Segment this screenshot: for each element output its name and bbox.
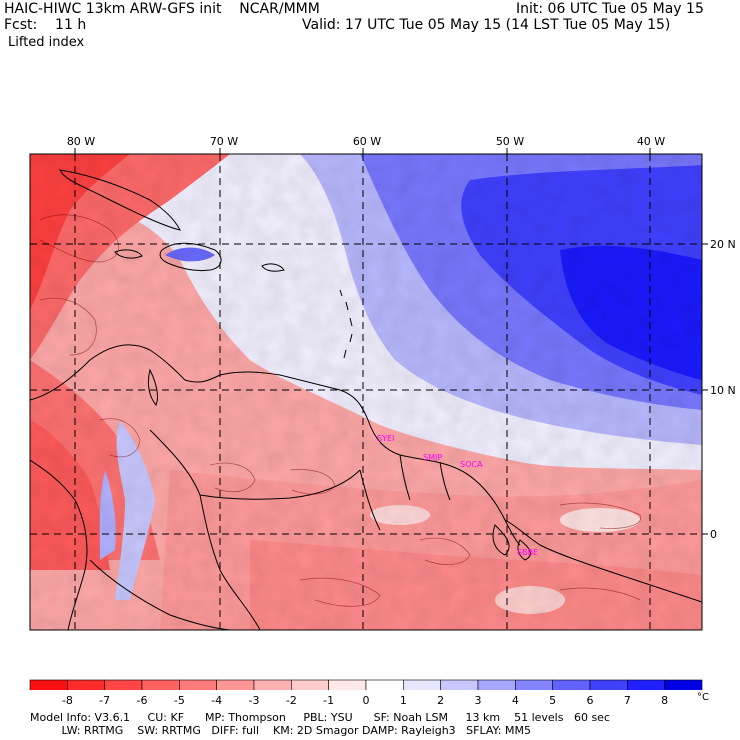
colorbar-tick-label: 8 [661, 694, 669, 707]
valid-time: Valid: 17 UTC Tue 05 May 15 (14 LST Tue … [302, 17, 671, 33]
colorbar-tick-label: -2 [285, 694, 297, 707]
site-smjp: SMJP [423, 453, 442, 462]
lon-label-60w: 60 W [353, 135, 381, 148]
lat-label-0: 0 [710, 528, 717, 541]
colorbar-swatch [179, 679, 217, 690]
colorbar-swatch [664, 679, 703, 690]
lat-label-10n: 10 N [710, 384, 736, 397]
colorbar-swatch [29, 679, 68, 690]
colorbar-tick-label: 2 [437, 694, 445, 707]
colorbar-tick-label: 6 [586, 694, 594, 707]
colorbar [29, 679, 703, 690]
site-syei: SYEI [377, 434, 394, 443]
colorbar-swatch [589, 679, 628, 690]
colorbar-tick-label: 3 [474, 694, 482, 707]
colorbar-tick-label: -5 [173, 694, 185, 707]
lon-label-40w: 40 W [637, 135, 665, 148]
colorbar-swatch [67, 679, 105, 690]
init-time: Init: 06 UTC Tue 05 May 15 [516, 1, 704, 17]
colorbar-swatch [365, 679, 404, 690]
colorbar-tick-label: 4 [511, 694, 519, 707]
lon-label-70w: 70 W [210, 135, 238, 148]
colorbar-tick-label: -7 [99, 694, 111, 707]
model-info-line-2: LW: RRTMG SW: RRTMG DIFF: full KM: 2D Sm… [30, 724, 531, 737]
lifted-index-map: 80 W 70 W 60 W 50 W 40 W 20 N 10 N 0 SYE… [29, 135, 736, 690]
map-ticks [74, 148, 708, 535]
colorbar-tick-label: 0 [362, 694, 370, 707]
colorbar-swatch [216, 679, 255, 690]
field-name: Lifted index [8, 35, 85, 50]
colorbar-swatch [515, 679, 553, 690]
colorbar-swatch [552, 679, 591, 690]
colorbar-swatch [477, 679, 516, 690]
model-info-line-1: Model Info: V3.6.1 CU: KF MP: Thompson P… [30, 711, 610, 724]
colorbar-tick-label: -4 [211, 694, 223, 707]
map-frame [29, 153, 703, 631]
colorbar-tick-label: 1 [399, 694, 407, 707]
map-title: HAIC-HIWC 13km ARW-GFS init NCAR/MMM [4, 1, 320, 17]
colorbar-swatch [253, 679, 292, 690]
index-contours [39, 214, 642, 607]
colorbar-swatch [403, 679, 441, 690]
colorbar-swatch [328, 679, 367, 690]
coastlines [30, 169, 702, 630]
colorbar-tick-label: -8 [61, 694, 73, 707]
forecast-hour: Fcst: 11 h [4, 17, 87, 33]
colorbar-swatch [104, 679, 143, 690]
colorbar-swatch [291, 679, 329, 690]
site-soca: SOCA [460, 460, 483, 469]
map-field [30, 154, 702, 630]
site-sbbe: SBBE [517, 548, 538, 557]
lon-label-80w: 80 W [67, 135, 95, 148]
colorbar-tick-label: 7 [623, 694, 631, 707]
colorbar-swatch [627, 679, 665, 690]
colorbar-swatch [141, 679, 180, 690]
lon-label-50w: 50 W [496, 135, 524, 148]
colorbar-tick-label: -6 [136, 694, 148, 707]
colorbar-swatch [440, 679, 479, 690]
colorbar-tick-label: 5 [549, 694, 557, 707]
colorbar-tick-label: -3 [248, 694, 260, 707]
colorbar-unit: °C [697, 692, 709, 703]
lat-lon-grid [30, 154, 702, 630]
colorbar-tick-label: -1 [323, 694, 335, 707]
lat-label-20n: 20 N [710, 238, 736, 251]
